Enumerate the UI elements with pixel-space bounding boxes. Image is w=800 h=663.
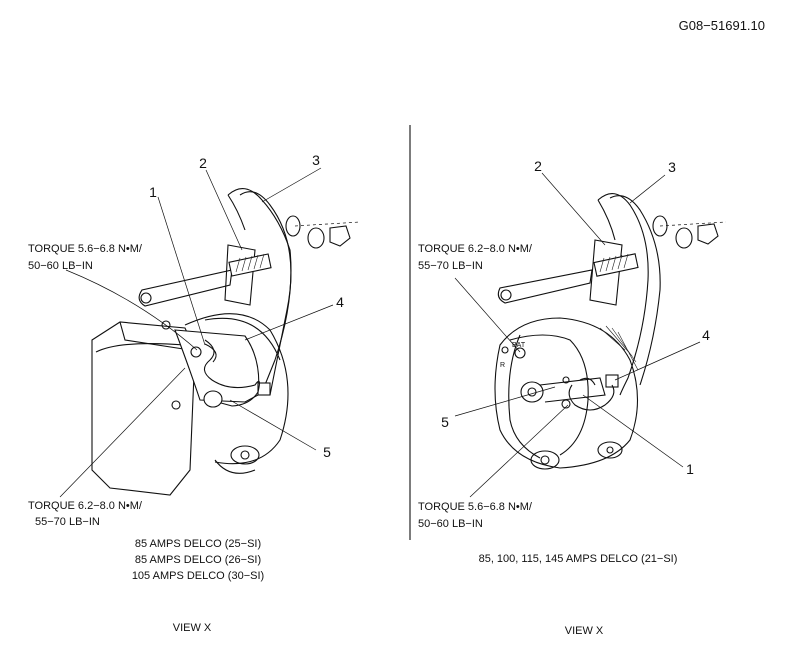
right-application-1: 85, 100, 115, 145 AMPS DELCO (21−SI) xyxy=(479,553,678,565)
left-application-3: 105 AMPS DELCO (30−SI) xyxy=(132,570,264,582)
left-leader-lines xyxy=(59,167,334,498)
right-torque-top-line2: 55−70 LB−IN xyxy=(418,260,483,272)
left-callout-3: 3 xyxy=(312,152,320,168)
right-callout-4: 4 xyxy=(702,327,710,343)
right-alternator-drawing xyxy=(494,193,727,470)
left-application-2: 85 AMPS DELCO (26−SI) xyxy=(135,554,261,566)
right-terminal-bat-label: BAT xyxy=(512,342,526,349)
left-callout-5: 5 xyxy=(323,444,331,460)
left-torque-top-line1: TORQUE 5.6−6.8 N•M/ xyxy=(28,243,143,255)
right-view-label: VIEW X xyxy=(565,625,604,637)
right-callout-3: 3 xyxy=(668,159,676,175)
right-callout-1: 1 xyxy=(686,461,694,477)
left-torque-top-line2: 50−60 LB−IN xyxy=(28,260,93,272)
left-view-label: VIEW X xyxy=(173,622,212,634)
right-torque-top-line1: TORQUE 6.2−8.0 N•M/ xyxy=(418,243,533,255)
right-callout-5: 5 xyxy=(441,414,449,430)
left-torque-bottom-line2: 55−70 LB−IN xyxy=(35,516,100,528)
left-alternator-drawing xyxy=(91,188,361,496)
left-callout-4: 4 xyxy=(336,294,344,310)
right-leader-lines xyxy=(454,172,701,498)
left-callout-1: 1 xyxy=(149,184,157,200)
left-application-1: 85 AMPS DELCO (25−SI) xyxy=(135,538,261,550)
figure-code: G08−51691.10 xyxy=(679,18,765,33)
right-torque-bottom-line2: 50−60 LB−IN xyxy=(418,518,483,530)
left-callout-2: 2 xyxy=(199,155,207,171)
right-callout-2: 2 xyxy=(534,158,542,174)
right-terminal-r-label: R xyxy=(500,362,505,369)
left-torque-bottom-line1: TORQUE 6.2−8.0 N•M/ xyxy=(28,500,143,512)
right-torque-bottom-line1: TORQUE 5.6−6.8 N•M/ xyxy=(418,501,533,513)
